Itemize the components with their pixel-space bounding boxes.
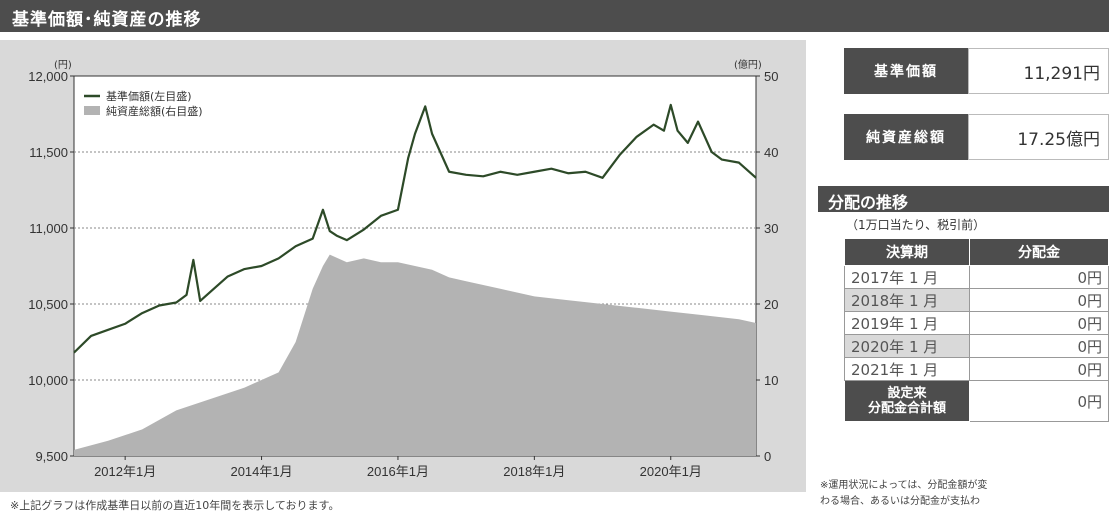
y-right-unit: (億円) bbox=[734, 58, 762, 71]
distribution-footnote-line1: ※運用状況によっては、分配金額が変 bbox=[820, 480, 988, 491]
distribution-title: 分配の推移 bbox=[828, 193, 909, 212]
x-tick-label: 2016年1月 bbox=[367, 464, 429, 479]
nav-label: 基準価額 bbox=[844, 48, 968, 94]
total-row: 設定来 分配金合計額 0円 bbox=[844, 380, 1109, 422]
total-label-cell: 設定来 分配金合計額 bbox=[844, 380, 970, 422]
amount-cell: 0円 bbox=[969, 311, 1109, 335]
y-left-tick-label: 10,000 bbox=[28, 373, 68, 388]
table-row: 2019年 1 月 0円 bbox=[844, 311, 1109, 335]
distribution-table: 決算期 分配金 2017年 1 月 0円 2018年 1 月 0円 2019年 … bbox=[844, 238, 1109, 422]
column-header-amount: 分配金 bbox=[969, 238, 1109, 266]
y-left-tick-label: 12,000 bbox=[28, 69, 68, 84]
y-left-tick-label: 9,500 bbox=[35, 449, 68, 464]
section-title: 基準価額･純資産の推移 bbox=[12, 10, 202, 30]
table-row: 2021年 1 月 0円 bbox=[844, 357, 1109, 381]
distribution-note: （1万口当たり、税引前） bbox=[846, 218, 986, 232]
distribution-header: 分配の推移 bbox=[818, 186, 1109, 212]
y-right-tick-label: 40 bbox=[764, 145, 778, 160]
column-header-period: 決算期 bbox=[844, 238, 970, 266]
chart-panel: 12,000 11,500 11,000 10,500 10,000 9,500 50 40 3… bbox=[0, 40, 806, 492]
y-right-tick-label: 30 bbox=[764, 221, 778, 236]
amount-cell: 0円 bbox=[969, 288, 1109, 312]
y-right-tick-label: 50 bbox=[764, 69, 778, 84]
x-tick-label: 2012年1月 bbox=[94, 464, 156, 479]
period-cell: 2018年 1 月 bbox=[844, 288, 970, 312]
table-row: 2018年 1 月 0円 bbox=[844, 288, 1109, 312]
period-cell: 2017年 1 月 bbox=[844, 265, 970, 289]
period-cell: 2021年 1 月 bbox=[844, 357, 970, 381]
amount-cell: 0円 bbox=[969, 334, 1109, 358]
period-cell: 2019年 1 月 bbox=[844, 311, 970, 335]
nav-value: 11,291円 bbox=[968, 48, 1109, 94]
total-label-line2: 分配金合計額 bbox=[867, 401, 946, 416]
y-right-tick-label: 20 bbox=[764, 297, 778, 312]
y-left-tick-label: 11,500 bbox=[29, 145, 68, 160]
total-amount-cell: 0円 bbox=[969, 380, 1109, 422]
table-row: 2020年 1 月 0円 bbox=[844, 334, 1109, 358]
distribution-footnote-line2: わる場合、あるいは分配金が支払わ bbox=[820, 496, 980, 507]
legend-label-net-assets: 純資産総額(右目盛) bbox=[106, 104, 203, 118]
distribution-header-row: 決算期 分配金 bbox=[844, 238, 1109, 266]
price-nav-chart: 12,000 11,500 11,000 10,500 10,000 9,500 50 40 3… bbox=[28, 58, 778, 479]
total-label-line1: 設定来 bbox=[887, 386, 927, 401]
amount-cell: 0円 bbox=[969, 357, 1109, 381]
y-left-tick-label: 11,000 bbox=[29, 221, 68, 236]
total-assets-label: 純資産総額 bbox=[844, 114, 968, 160]
amount-cell: 0円 bbox=[969, 265, 1109, 289]
y-left-tick-label: 10,500 bbox=[28, 297, 68, 312]
legend-swatch-net-assets bbox=[84, 106, 100, 115]
period-cell: 2020年 1 月 bbox=[844, 334, 970, 358]
y-right-tick-label: 10 bbox=[764, 373, 778, 388]
series-line-nav bbox=[73, 103, 757, 354]
y-left-unit: (円) bbox=[54, 60, 72, 71]
legend-label-nav: 基準価額(左目盛) bbox=[106, 89, 192, 103]
total-assets-value: 17.25億円 bbox=[968, 114, 1109, 160]
chart-footnote: ※上記グラフは作成基準日以前の直近10年間を表示しております。 bbox=[10, 499, 340, 512]
section-header: 基準価額･純資産の推移 bbox=[0, 0, 1109, 32]
x-tick-label: 2018年1月 bbox=[503, 464, 565, 479]
table-row: 2017年 1 月 0円 bbox=[844, 265, 1109, 289]
y-right-tick-label: 0 bbox=[764, 449, 771, 464]
x-tick-label: 2014年1月 bbox=[230, 464, 292, 479]
x-tick-label: 2020年1月 bbox=[640, 464, 702, 479]
series-area-net-assets bbox=[74, 254, 756, 456]
distribution-footnote: ※運用状況によっては、分配金額が変 わる場合、あるいは分配金が支払わ bbox=[820, 478, 1109, 510]
